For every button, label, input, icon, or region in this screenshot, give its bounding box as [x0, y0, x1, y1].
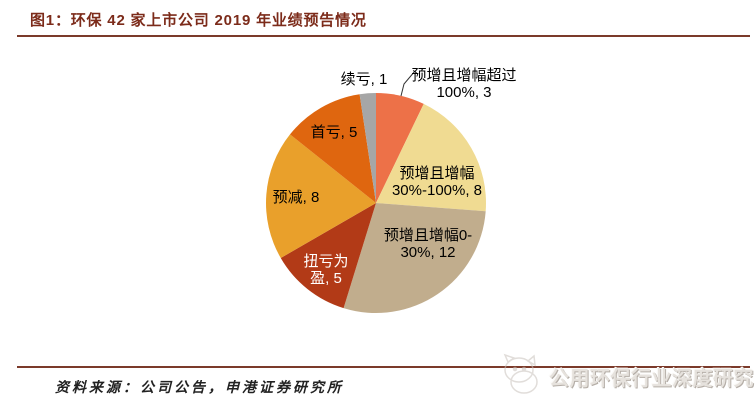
pie-slice-4 — [266, 134, 376, 258]
footer-divider — [17, 366, 750, 368]
pie-label-0: 预增且增幅超过 100%, 3 — [411, 67, 516, 101]
figure-title: 图1：环保 42 家上市公司 2019 年业绩预告情况 — [30, 12, 367, 29]
pie-chart: 预增且增幅超过 100%, 3 预增且增幅 30%-100%, 8 预增且增幅0-30%… — [266, 67, 517, 313]
watermark-logo-icon — [503, 353, 538, 394]
source-note: 资料来源：公司公告，申港证券研究所 — [55, 381, 344, 396]
pie-label-1: 预增且增幅 30%-100%, 8 — [392, 165, 482, 199]
pie-label-6: 续亏, 1 — [341, 71, 388, 88]
title-divider — [17, 35, 750, 37]
pie-slice-0 — [376, 93, 424, 203]
watermark: 公用环保行业深度研究 — [502, 350, 754, 402]
pie-label-4: 预减, 8 — [273, 189, 320, 206]
watermark-text: 公用环保行业深度研究 — [549, 367, 754, 390]
pie-slice-2 — [343, 203, 486, 313]
pie-slice-1 — [376, 103, 486, 212]
label-leader-line — [400, 70, 416, 97]
pie-slice-5 — [290, 94, 376, 203]
pie-slice-6 — [359, 93, 376, 203]
pie-label-5: 首亏, 5 — [311, 124, 358, 141]
pie-label-3: 扭亏为盈, 5 — [303, 253, 348, 287]
pie-label-2: 预增且增幅0-30%, 12 — [384, 227, 472, 261]
pie-slice-3 — [280, 203, 376, 309]
